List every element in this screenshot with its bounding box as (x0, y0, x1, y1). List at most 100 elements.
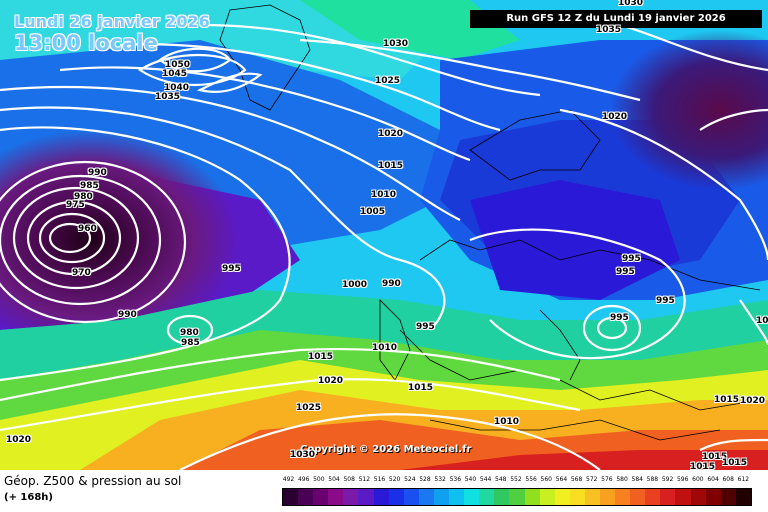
scale-label: 524 (404, 476, 416, 483)
isobar-label: 1010 (371, 190, 397, 200)
isobar-label: 1050 (165, 60, 191, 70)
scale-swatch (539, 489, 555, 505)
isobar-label: 1020 (378, 129, 404, 139)
scale-labels: 492 496 500 504 508 512 516 520 524 528 532 536 540 5… (282, 476, 752, 486)
scale-swatch (418, 489, 434, 505)
isobar-label: 995 (416, 322, 435, 332)
scale-swatch (403, 489, 419, 505)
scale-label: 552 (510, 476, 522, 483)
isobar-label: 1040 (164, 83, 190, 93)
isobar-label: 1015 (378, 161, 404, 171)
isobar-label: 960 (78, 224, 97, 234)
map-canvas (0, 0, 768, 470)
isobar-label: 1035 (155, 92, 181, 102)
isobar-label: 970 (72, 268, 91, 278)
copyright-label: Copyright © 2026 Meteociel.fr (300, 444, 472, 455)
scale-label: 544 (479, 476, 492, 483)
scale-label: 492 (282, 476, 295, 483)
isobar-label: 980 (74, 192, 93, 202)
isobar-label: 1030 (383, 39, 409, 49)
scale-swatch (735, 489, 751, 505)
color-scale-legend: 492 496 500 504 508 512 516 520 524 528 532 536 540 5… (282, 476, 752, 506)
scale-label: 576 (601, 476, 613, 483)
scale-label: 600 (692, 476, 704, 483)
scale-label: 568 (570, 476, 583, 483)
isobar-label: 1010 (372, 343, 398, 353)
scale-label: 564 (555, 476, 568, 483)
isobar-label: 1030 (290, 450, 316, 460)
scale-label: 580 (616, 476, 628, 483)
scale-swatch (433, 489, 450, 505)
scale-swatch (494, 489, 510, 505)
isobar-label: 995 (656, 296, 675, 306)
isobar-label: 990 (118, 310, 137, 320)
scale-label: 592 (661, 476, 674, 483)
isobar-label: 1015 (308, 352, 334, 362)
isobar-label: 1035 (596, 25, 622, 35)
scale-label: 536 (449, 476, 462, 483)
chart-subtitle: (+ 168h) (4, 492, 53, 503)
scale-swatch (584, 489, 600, 505)
scale-swatch (388, 489, 404, 505)
isobar-label: 995 (616, 267, 635, 277)
isobar-label: 1010 (494, 417, 520, 427)
isobar-label: 1000 (342, 280, 368, 290)
scale-swatch (690, 489, 706, 505)
scale-swatch (645, 489, 661, 505)
scale-label: 508 (343, 476, 355, 483)
isobar-label: 1030 (618, 0, 644, 8)
scale-swatch (720, 489, 736, 505)
scale-label: 540 (464, 476, 477, 483)
isobar-label: 990 (382, 279, 401, 289)
run-label: Run GFS 12 Z du Lundi 19 janvier 2026 (470, 10, 762, 28)
isobar-label: 980 (180, 328, 199, 338)
isobar-label: 1020 (6, 435, 32, 445)
scale-swatch (313, 489, 329, 505)
scale-swatch (298, 489, 314, 505)
scale-swatch (630, 489, 646, 505)
isobar-label: 1045 (162, 69, 188, 79)
forecast-date: Lundi 26 janvier 2026 (14, 12, 210, 31)
scale-label: 584 (631, 476, 643, 483)
scale-label: 516 (373, 476, 386, 483)
scale-label: 612 (737, 476, 750, 483)
scale-swatch (554, 489, 570, 505)
forecast-time: 13:00 locale (14, 31, 158, 55)
scale-bar (282, 488, 752, 506)
scale-label: 520 (388, 476, 401, 483)
scale-label: 556 (525, 476, 537, 483)
isobar-label: 1015 (722, 458, 748, 468)
isobar-label: 1015 (714, 395, 740, 405)
isobar-label: 1020 (602, 112, 628, 122)
scale-label: 500 (313, 476, 325, 483)
weather-map: Lundi 26 janvier 2026 13:00 locale Run G… (0, 0, 768, 470)
scale-swatch (343, 489, 359, 505)
scale-swatch (524, 489, 540, 505)
scale-label: 604 (707, 476, 719, 483)
isobar-label: 975 (66, 200, 85, 210)
scale-label: 596 (676, 476, 689, 483)
scale-swatch (449, 489, 465, 505)
isobar-label: 1020 (318, 376, 344, 386)
scale-label: 548 (495, 476, 507, 483)
scale-label: 588 (646, 476, 659, 483)
isobar-label: 995 (622, 254, 641, 264)
scale-swatch (509, 489, 525, 505)
isobar-label: 1020 (740, 396, 766, 406)
scale-swatch (479, 489, 495, 505)
isobar-label: 1015 (702, 452, 728, 462)
isobar-label: 1015 (690, 462, 716, 470)
scale-swatch (615, 489, 631, 505)
isobar-label: 985 (181, 338, 200, 348)
isobar-label: 1015 (408, 383, 434, 393)
scale-swatch (464, 489, 480, 505)
isobar-label: 985 (80, 181, 99, 191)
isobar-label: 1005 (360, 207, 386, 217)
scale-swatch (675, 489, 691, 505)
scale-label: 532 (434, 476, 446, 483)
scale-swatch (328, 489, 344, 505)
footer-bar: Géop. Z500 & pression au sol (+ 168h) 49… (0, 470, 768, 512)
scale-label: 504 (328, 476, 340, 483)
scale-swatch (660, 489, 676, 505)
isobar-label: 995 (222, 264, 241, 274)
